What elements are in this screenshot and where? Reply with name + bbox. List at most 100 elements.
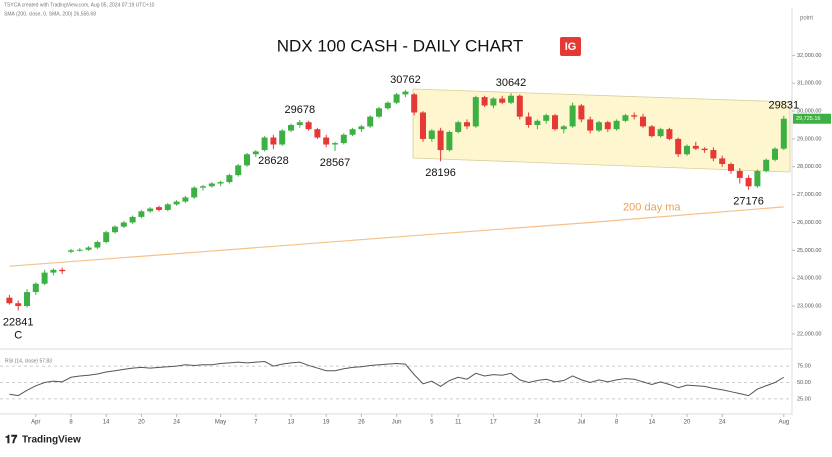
y-tick-label: 29,000.00 xyxy=(797,136,821,142)
candle-body xyxy=(499,98,506,103)
candle-body xyxy=(252,151,259,155)
ig-logo xyxy=(560,37,581,56)
candle-body xyxy=(481,97,488,106)
y-tick-label: 23,000.00 xyxy=(797,303,821,309)
candle-body xyxy=(719,158,726,164)
brand-icon: 𝟏𝟕 xyxy=(5,434,18,446)
y-tick-label: 28,000.00 xyxy=(797,164,821,170)
candle-body xyxy=(288,125,294,131)
x-tick-label: 14 xyxy=(648,420,655,426)
price-tag xyxy=(793,113,831,124)
rsi-tick-label: 75.00 xyxy=(797,364,811,370)
rsi-label: RSI (14, close) 57.83 xyxy=(5,358,52,364)
candle-body xyxy=(367,116,374,127)
candle-body xyxy=(182,197,189,202)
candle-body xyxy=(314,129,321,138)
candle-body xyxy=(525,116,532,125)
x-tick-label: 24 xyxy=(719,420,726,426)
candle-body xyxy=(332,143,338,145)
annotation: 28196 xyxy=(425,167,456,179)
x-tick-label: 8 xyxy=(615,420,619,426)
candle-body xyxy=(94,241,101,248)
candle-body xyxy=(437,130,444,151)
x-tick-label: May xyxy=(215,420,226,426)
candle-body xyxy=(402,91,409,95)
candle-body xyxy=(666,129,673,139)
candle-body xyxy=(648,126,655,137)
candle-body xyxy=(358,126,365,130)
candle-body xyxy=(112,226,118,233)
annotation: 28567 xyxy=(320,157,351,169)
candle-body xyxy=(349,129,356,135)
candle-body xyxy=(270,137,277,145)
candle-body xyxy=(376,108,382,117)
candle-body xyxy=(411,94,418,113)
credit: TSYCA created with TradingView.com, Aug … xyxy=(4,2,155,8)
annotation: 200 day ma xyxy=(623,201,681,213)
candle-body xyxy=(340,134,347,144)
y-tick-label: 27,000.00 xyxy=(797,192,821,198)
x-tick-label: 24 xyxy=(173,420,180,426)
candle-body xyxy=(147,208,154,212)
rsi-tick-label: 25.00 xyxy=(797,396,811,402)
candle-body xyxy=(516,95,523,117)
candle-body xyxy=(393,94,400,103)
candle-body xyxy=(226,175,233,183)
candle-body xyxy=(490,98,497,106)
candle-body xyxy=(552,115,558,130)
candle-body xyxy=(772,148,778,160)
candle-body xyxy=(85,247,92,250)
y-tick-label: 22,000.00 xyxy=(797,331,821,337)
y-tick-label: 31,000.00 xyxy=(797,81,821,87)
candle-body xyxy=(701,148,708,151)
x-tick-label: 24 xyxy=(534,420,541,426)
candle-body xyxy=(120,222,127,227)
candle-body xyxy=(736,170,743,178)
candle-body xyxy=(464,122,470,127)
candle-body xyxy=(103,232,110,242)
rsi-line xyxy=(9,361,785,397)
x-tick-label: 11 xyxy=(455,420,462,426)
candle-body xyxy=(657,129,664,137)
candle-body xyxy=(6,297,13,304)
x-tick-label: 26 xyxy=(358,420,365,426)
candle-body xyxy=(508,95,514,103)
candle-body xyxy=(780,118,787,149)
candle-body xyxy=(420,112,426,139)
candle-body xyxy=(543,115,550,121)
candle-body xyxy=(32,283,39,293)
candle-body xyxy=(692,145,699,149)
candle-body xyxy=(763,159,770,171)
candle-body xyxy=(129,216,136,223)
x-tick-label: Apr xyxy=(31,420,40,426)
chart-title: NDX 100 CASH - DAILY CHART xyxy=(277,36,524,55)
candle-body xyxy=(59,269,66,272)
candle-body xyxy=(164,204,171,210)
x-tick-label: 20 xyxy=(138,420,145,426)
x-tick-label: 7 xyxy=(254,420,258,426)
candle-body xyxy=(208,183,215,187)
candle-body xyxy=(191,187,198,198)
candle-body xyxy=(200,186,206,188)
candle-body xyxy=(640,116,646,127)
candle-body xyxy=(684,145,690,155)
x-tick-label: 14 xyxy=(103,420,110,426)
candle-body xyxy=(455,122,462,132)
annotation: 29678 xyxy=(285,104,316,116)
candle-body xyxy=(235,165,242,176)
candle-body xyxy=(156,207,162,210)
y-tick-label: 25,000.00 xyxy=(797,248,821,254)
annotation: 30642 xyxy=(496,77,527,89)
candle-body xyxy=(569,105,576,127)
candle-body xyxy=(296,122,303,125)
candle-body xyxy=(472,97,479,127)
y-tick-label: 30,000.00 xyxy=(797,109,821,115)
candle-body xyxy=(279,130,286,145)
ma-line xyxy=(9,206,784,267)
candle-body xyxy=(446,131,453,151)
candle-body xyxy=(613,120,620,130)
x-tick-label: 20 xyxy=(684,420,691,426)
scale-unit: point xyxy=(800,16,813,22)
candle-body xyxy=(534,120,541,125)
